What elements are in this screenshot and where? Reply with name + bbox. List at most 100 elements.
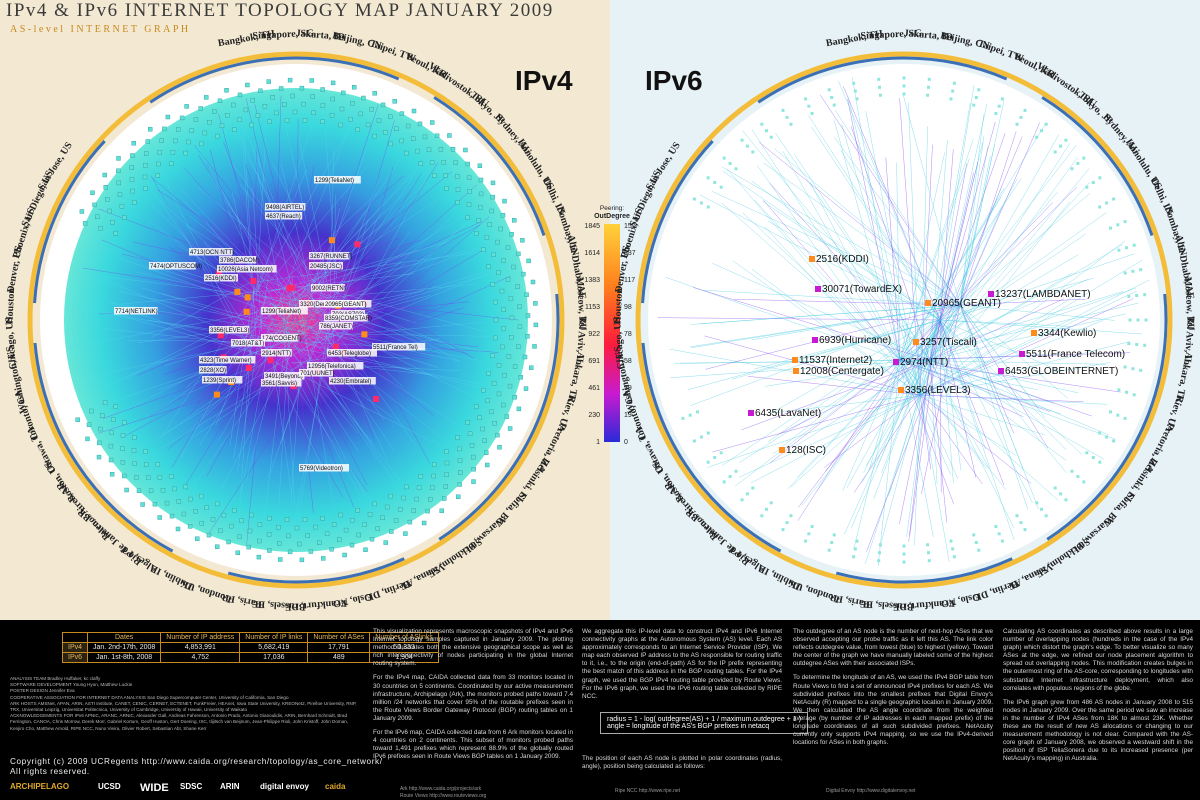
ipv6-node	[1059, 144, 1063, 148]
ipv6-link	[909, 319, 941, 536]
ipv4-node	[310, 94, 315, 99]
ipv4-link	[223, 142, 304, 358]
ipv4-as-label-bg	[202, 376, 243, 384]
ipv4-link	[72, 324, 309, 352]
poster-subtitle: AS-level INTERNET GRAPH	[10, 24, 191, 35]
scale-outdegree-label: 1845	[584, 223, 600, 230]
ipv6-node	[765, 507, 768, 511]
ipv4-node	[512, 364, 518, 369]
ipv6-link	[834, 137, 961, 306]
ipv6-node	[902, 560, 906, 564]
ipv4-node	[86, 422, 92, 427]
ipv4-link	[255, 344, 344, 498]
stats-table: Dates Number of IP address Number of IP …	[61, 632, 439, 663]
ipv4-node	[508, 296, 514, 301]
ipv6-hub-node	[893, 359, 899, 365]
ipv4-node	[416, 485, 422, 490]
ipv4-node	[225, 112, 230, 118]
ipv6-node	[878, 93, 882, 97]
ipv6-link	[929, 244, 1123, 361]
ipv6-link	[939, 144, 1077, 321]
ipv4-link	[194, 144, 326, 312]
ipv6-link	[712, 394, 921, 453]
ipv6-link	[843, 86, 941, 321]
ipv6-as-label: 3257(Tiscali)	[920, 337, 977, 348]
ipv6-link	[763, 199, 901, 361]
ipv4-node	[170, 150, 176, 155]
ipv4-node	[107, 208, 112, 214]
ipv6-node	[1143, 293, 1147, 297]
ipv4-node	[132, 461, 137, 466]
ipv4-as-label-bg	[314, 176, 361, 184]
ipv4-node	[352, 84, 357, 90]
ipv4-node	[282, 102, 287, 107]
ipv4-link	[290, 299, 395, 451]
ipv6-link	[929, 287, 1137, 361]
ipv4-node	[369, 106, 374, 112]
ipv4-as-label-bg	[261, 349, 292, 357]
ipv4-node	[206, 532, 212, 538]
ipv4-hub-node	[245, 365, 252, 371]
ipv4-node	[302, 117, 308, 123]
ipv4-outer-ring-blue	[32, 56, 560, 584]
ipv4-link	[296, 364, 372, 509]
ipv4-node	[217, 98, 223, 104]
ipv4-node	[355, 508, 360, 513]
scale-peering-label: 0	[624, 439, 628, 446]
ipv4-node	[501, 258, 506, 263]
ipv6-link	[772, 394, 921, 414]
ipv6-link	[939, 253, 1135, 321]
ipv4-node	[485, 462, 490, 468]
ipv4-link	[160, 293, 305, 333]
ipv4-as-label-bg	[189, 248, 233, 256]
ipv4-link	[186, 308, 279, 388]
ipv4-node	[455, 174, 460, 179]
ipv6-link	[919, 394, 1046, 436]
scale-outdegree-label: 1614	[584, 250, 600, 257]
ipv4-as-label-bg	[372, 343, 426, 351]
ipv4-link	[294, 307, 465, 362]
ipv4-as-label: 3491(Beyond)	[265, 374, 303, 380]
map-area: IPv4 & IPv6 INTERNET TOPOLOGY MAP JANUAR…	[0, 0, 1200, 620]
credit-design: POSTER DESIGN Jennifer Eva	[10, 688, 75, 694]
ipv4-node	[142, 174, 148, 180]
ipv4-node	[425, 508, 430, 514]
ipv4-link	[227, 210, 303, 359]
ipv6-link	[750, 394, 921, 484]
ipv4-link	[101, 239, 329, 336]
ipv4-as-label-bg	[309, 262, 343, 270]
copyright-line: Copyright (c) 2009 UCRegents http://www.…	[10, 757, 383, 766]
ipv6-link	[689, 304, 961, 348]
ipv4-node	[129, 177, 135, 182]
ipv6-link	[734, 359, 901, 487]
ipv6-node	[878, 85, 881, 89]
ipv6-node	[696, 410, 699, 414]
ipv4-node	[331, 522, 337, 527]
ipv6-link	[739, 394, 921, 478]
ipv4-link	[319, 224, 481, 315]
ipv4-link	[269, 341, 293, 496]
ipv4-link	[254, 104, 312, 337]
ipv6-node	[804, 539, 808, 543]
ipv6-node	[713, 456, 717, 459]
ipv4-node	[131, 200, 137, 205]
ipv6-node	[902, 84, 906, 88]
ipv6-link	[726, 168, 921, 396]
ipv4-node	[432, 173, 437, 178]
ipv4-node	[324, 531, 330, 536]
ipv4-node	[311, 110, 316, 115]
ipv4-as-label: 5511(France Tel)	[373, 345, 418, 351]
ipv6-link	[959, 191, 1058, 306]
ipv6-link	[852, 77, 901, 361]
ipv4-link	[206, 295, 307, 477]
ipv4-node	[521, 271, 526, 277]
ipv6-hub-node	[913, 339, 919, 345]
ipv4-node	[509, 232, 514, 237]
paragraph: For the IPv4 map, CAIDA collected data f…	[373, 674, 573, 722]
ipv6-node	[977, 88, 981, 92]
ipv4-node	[286, 533, 291, 539]
ipv4-node	[130, 188, 135, 194]
ipv4-as-label-bg	[114, 307, 158, 315]
ipv6-node	[734, 469, 738, 473]
ipv6-node	[1000, 539, 1004, 543]
